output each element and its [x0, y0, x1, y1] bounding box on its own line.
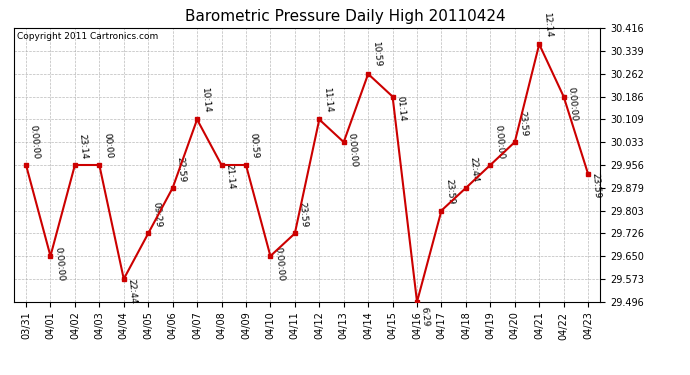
Text: 0:00:00: 0:00:00: [493, 124, 505, 159]
Text: Barometric Pressure Daily High 20110424: Barometric Pressure Daily High 20110424: [185, 9, 505, 24]
Text: 0:00:00: 0:00:00: [273, 246, 285, 281]
Text: 0:00:00: 0:00:00: [29, 124, 41, 159]
Text: 23:14: 23:14: [78, 133, 89, 159]
Text: 22:44: 22:44: [469, 156, 480, 182]
Text: 11:14: 11:14: [322, 87, 333, 114]
Text: 21:14: 21:14: [224, 164, 235, 190]
Text: 10:59: 10:59: [371, 42, 382, 68]
Text: 0:00:00: 0:00:00: [346, 132, 359, 167]
Text: 09:29: 09:29: [151, 201, 162, 228]
Text: 01:14: 01:14: [395, 95, 406, 122]
Text: 12:14: 12:14: [542, 12, 553, 39]
Text: 23:59: 23:59: [591, 172, 602, 199]
Text: 22:44: 22:44: [126, 278, 138, 304]
Text: 00:59: 00:59: [248, 133, 260, 159]
Text: 22:59: 22:59: [175, 156, 186, 182]
Text: 23:59: 23:59: [518, 110, 529, 136]
Text: 00:00: 00:00: [102, 133, 113, 159]
Text: Copyright 2011 Cartronics.com: Copyright 2011 Cartronics.com: [17, 32, 158, 41]
Text: 0:00:00: 0:00:00: [566, 86, 578, 122]
Text: 0:00:00: 0:00:00: [53, 246, 66, 281]
Text: 6:29: 6:29: [420, 306, 431, 327]
Text: 23:59: 23:59: [297, 201, 309, 228]
Text: 23:59: 23:59: [444, 178, 455, 205]
Text: 10:14: 10:14: [200, 87, 211, 114]
